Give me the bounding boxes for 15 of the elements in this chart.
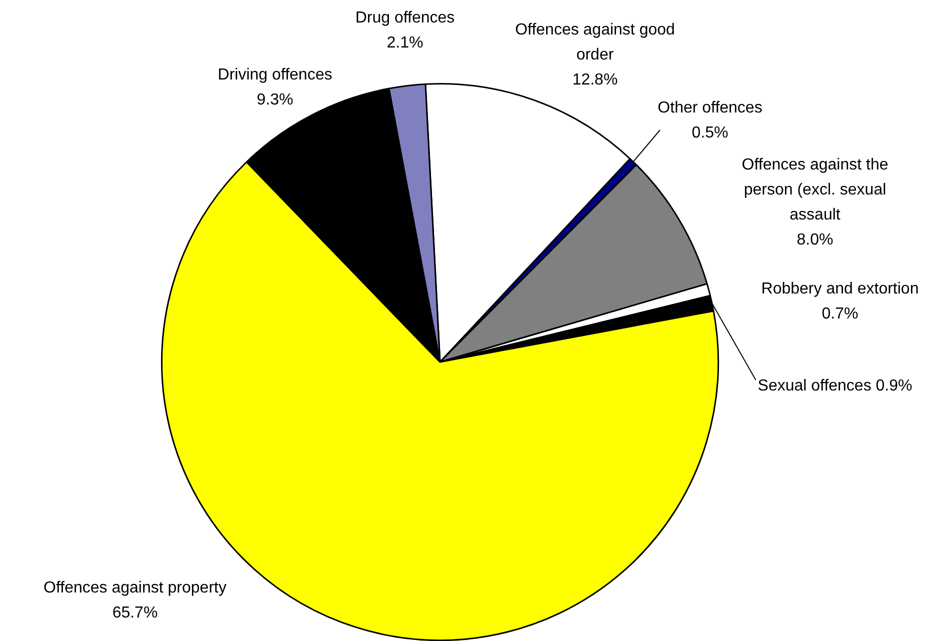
slice-label: Offences against the person (excl. sexual assault: [742, 156, 888, 224]
data-label: 8.0%: [796, 231, 834, 248]
slice-label: Driving offences: [218, 66, 332, 84]
slice-label: Robbery and extortion: [761, 280, 919, 298]
data-label: 0.7%: [822, 305, 858, 322]
slice-label: Other offences: [658, 99, 762, 116]
data-label: 0.5%: [692, 124, 728, 142]
slice-label: Offences against property: [44, 579, 226, 596]
data-label: 9.3%: [256, 91, 294, 108]
data-label: 65.7%: [112, 604, 158, 622]
slice-label: Drug offences: [355, 9, 455, 26]
data-label: 2.1%: [386, 34, 424, 52]
data-label: 12.8%: [572, 71, 618, 88]
slice-label: Offences against good order: [515, 21, 675, 64]
slice-label: Sexual offences 0.9%: [758, 377, 912, 394]
